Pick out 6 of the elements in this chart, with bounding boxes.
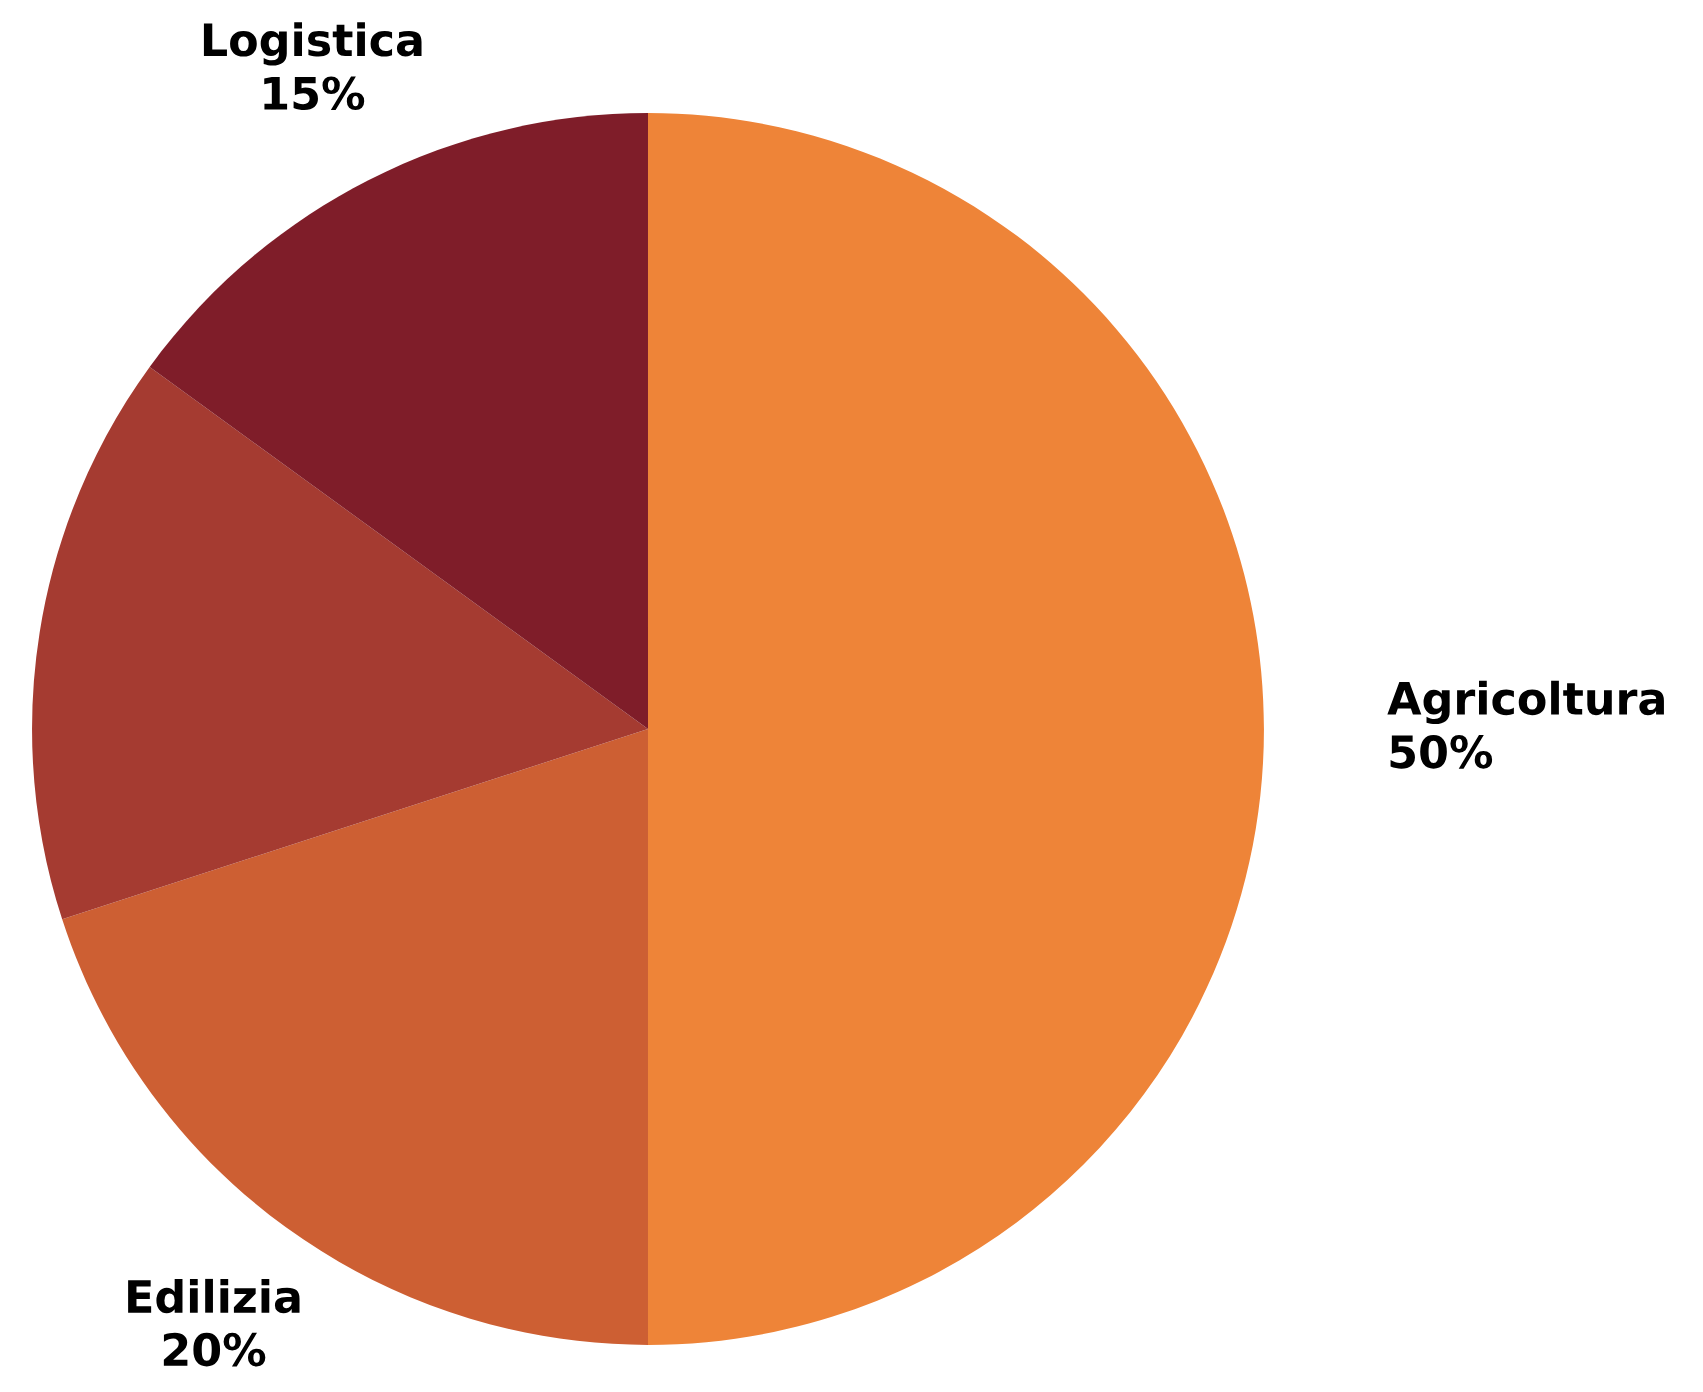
data-label: 15% bbox=[264, 76, 365, 111]
slice-label: Logistica bbox=[203, 22, 422, 66]
slice-label: Edilizia bbox=[128, 1278, 300, 1314]
data-label: 20% bbox=[163, 1332, 266, 1367]
data-label: 50% bbox=[1390, 735, 1493, 769]
slice-label: Agricoltura bbox=[1387, 680, 1664, 725]
